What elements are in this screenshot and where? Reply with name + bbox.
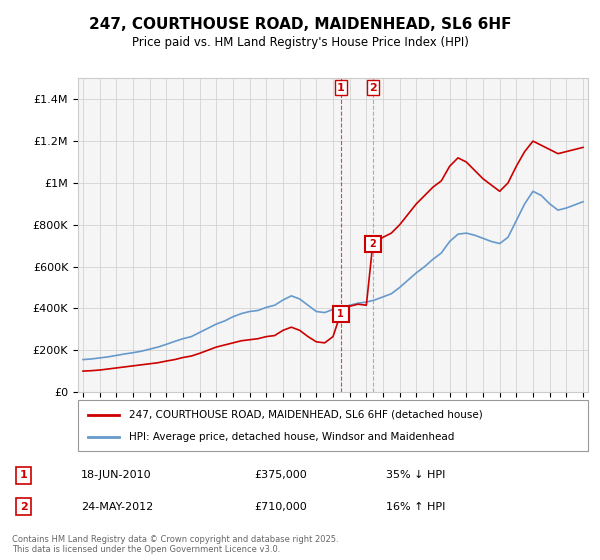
Text: £375,000: £375,000 [254,470,307,480]
Text: HPI: Average price, detached house, Windsor and Maidenhead: HPI: Average price, detached house, Wind… [129,432,454,442]
Text: 247, COURTHOUSE ROAD, MAIDENHEAD, SL6 6HF (detached house): 247, COURTHOUSE ROAD, MAIDENHEAD, SL6 6H… [129,409,483,419]
Text: 1: 1 [337,82,344,92]
Text: 1: 1 [337,309,344,319]
Text: 247, COURTHOUSE ROAD, MAIDENHEAD, SL6 6HF: 247, COURTHOUSE ROAD, MAIDENHEAD, SL6 6H… [89,17,511,32]
Text: Price paid vs. HM Land Registry's House Price Index (HPI): Price paid vs. HM Land Registry's House … [131,36,469,49]
Text: 2: 2 [370,239,376,249]
Text: 2: 2 [369,82,377,92]
Text: 16% ↑ HPI: 16% ↑ HPI [386,502,446,511]
FancyBboxPatch shape [78,400,588,451]
Text: 2: 2 [20,502,28,511]
Text: £710,000: £710,000 [254,502,307,511]
Text: 35% ↓ HPI: 35% ↓ HPI [386,470,446,480]
Text: 18-JUN-2010: 18-JUN-2010 [81,470,152,480]
Text: Contains HM Land Registry data © Crown copyright and database right 2025.
This d: Contains HM Land Registry data © Crown c… [12,535,338,554]
Text: 1: 1 [20,470,28,480]
Text: 24-MAY-2012: 24-MAY-2012 [81,502,154,511]
